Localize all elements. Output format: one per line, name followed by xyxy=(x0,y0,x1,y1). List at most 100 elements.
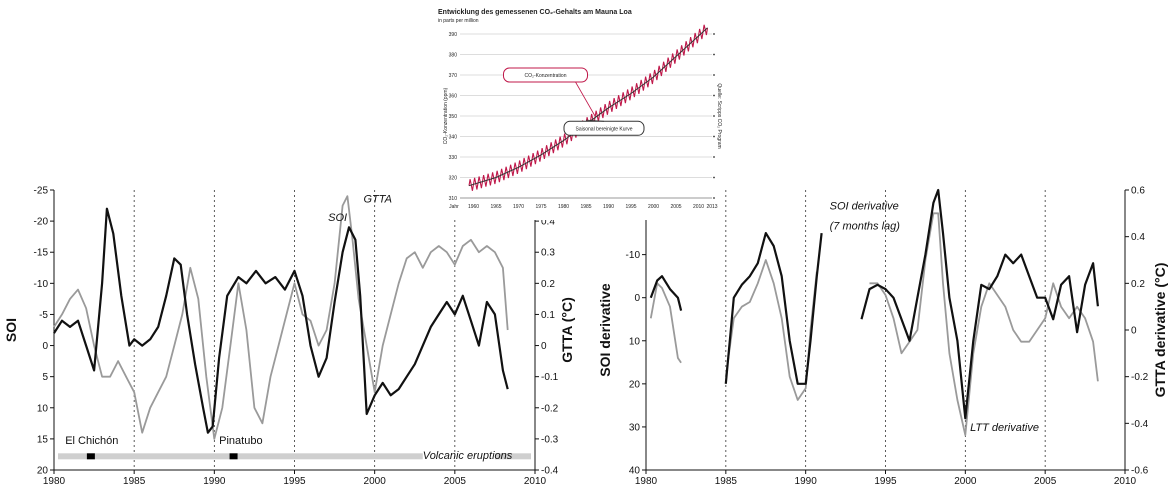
inset-right-dot xyxy=(713,156,715,158)
right-tick-label: 0.2 xyxy=(541,279,555,290)
inset-y-tick-label: 320 xyxy=(449,176,458,182)
right-tick-label: 0.4 xyxy=(541,217,555,228)
co2-inset-chart: Entwicklung des gemessenen CO₂-Gehalts a… xyxy=(430,4,722,220)
inset-y-tick-label: 370 xyxy=(449,73,458,79)
left-tick-label: -10 xyxy=(34,279,49,290)
x-tick-label: 2010 xyxy=(524,476,547,487)
right-axis-label: GTTA derivative (°C) xyxy=(1152,263,1168,398)
right-tick-label: 0.1 xyxy=(541,310,555,321)
inset-x-tick-label: 1965 xyxy=(490,204,501,210)
left-tick-label: 0 xyxy=(42,341,48,352)
inset-series-trend xyxy=(468,27,708,187)
inset-title: Entwicklung des gemessenen CO₂-Gehalts a… xyxy=(438,9,632,16)
left-tick-label: 5 xyxy=(42,372,48,383)
left-tick-label: -15 xyxy=(34,248,49,259)
left-chart: 1980 1985 1990 1995 2000 2005 2010 -25 -20 -15 -10… xyxy=(3,186,575,488)
inset-y-tick-label: 340 xyxy=(449,135,458,141)
inset-background xyxy=(430,4,720,220)
annotation: SOI derivative xyxy=(830,200,899,212)
right-tick-label: 0 xyxy=(1131,326,1137,337)
x-tick-label: 1995 xyxy=(283,476,306,487)
series-line-gtta xyxy=(53,195,509,440)
inset-x-tick-label: 2010 xyxy=(693,204,704,210)
right-tick-label: -0.2 xyxy=(1131,372,1149,383)
inset-right-dot xyxy=(713,176,715,179)
inset-y-tick-label: 330 xyxy=(449,155,458,161)
annotation: SOI xyxy=(328,212,347,224)
inset-callout-trend: Saisonal bereinigte Kurve xyxy=(576,126,633,132)
inset-right-dot xyxy=(713,33,715,35)
inset-x-tick-label: 1985 xyxy=(580,204,591,210)
right-chart: 1980198519901995200020052010-20-10010203… xyxy=(597,186,1168,488)
left-tick-label: 20 xyxy=(629,379,641,390)
inset-callout-box xyxy=(503,67,588,83)
series-line-ltt-derivative xyxy=(649,282,682,364)
x-tick-label: 2005 xyxy=(444,476,467,487)
inset-source-label: Quelle: Scripps CO₂ Program xyxy=(716,83,722,148)
annotation: (7 months lag) xyxy=(830,221,901,233)
eruption-band xyxy=(58,453,423,460)
inset-x-tick-label: 1980 xyxy=(558,204,569,210)
eruption-band xyxy=(494,453,531,460)
series-line-ltt-derivative xyxy=(724,259,818,401)
right-tick-label: -0.4 xyxy=(1131,419,1149,430)
right-tick-label: -0.1 xyxy=(541,372,559,383)
inset-x-tick-label: 1975 xyxy=(535,204,546,210)
left-tick-label: 0 xyxy=(634,293,640,304)
inset-x-tick-label: 1995 xyxy=(625,204,636,210)
right-tick-label: -0.4 xyxy=(541,466,559,477)
right-tick-label: 0.2 xyxy=(1131,279,1145,290)
annotation: LTT derivative xyxy=(970,422,1039,434)
inset-y-tick-label: 390 xyxy=(449,32,458,38)
annotation: El Chichón xyxy=(65,435,118,447)
left-tick-label: 15 xyxy=(37,434,49,445)
x-tick-label: 1990 xyxy=(203,476,226,487)
x-tick-label: 1985 xyxy=(123,476,146,487)
left-tick-label: -5 xyxy=(39,310,48,321)
inset-x-tick-label: 2005 xyxy=(670,204,681,210)
x-tick-label: 1980 xyxy=(635,476,658,487)
inset-callout-pointer xyxy=(585,119,605,122)
left-tick-label: -20 xyxy=(34,217,49,228)
inset-x-tick-label: 1990 xyxy=(603,204,614,210)
inset-y-tick-label: 380 xyxy=(449,53,458,59)
series-line-soi xyxy=(53,207,509,434)
eruption-marker xyxy=(229,453,238,460)
right-tick-label: -0.2 xyxy=(541,403,559,414)
right-tick-label: 0.4 xyxy=(1131,232,1145,243)
right-tick-label: 0.6 xyxy=(1131,186,1145,197)
inset-x-tick-label: 1960 xyxy=(468,204,479,210)
x-tick-label: 1985 xyxy=(715,476,738,487)
left-tick-label: 10 xyxy=(37,403,49,414)
right-tick-label: -0.3 xyxy=(541,434,559,445)
left-tick-label: -10 xyxy=(626,250,641,261)
inset-right-dot xyxy=(713,53,715,56)
inset-callout-co2: CO₂-Konzentration xyxy=(525,73,567,79)
inset-right-dot xyxy=(713,74,715,76)
x-tick-label: 2010 xyxy=(1114,476,1137,487)
series-line-soi-derivative xyxy=(649,275,683,311)
left-tick-label: 10 xyxy=(629,336,641,347)
left-tick-label: -25 xyxy=(34,186,49,197)
annotation: GTTA xyxy=(363,193,392,205)
inset-right-dot xyxy=(713,115,715,117)
left-axis-label: SOI xyxy=(3,318,19,342)
right-tick-label: 0.3 xyxy=(541,248,555,259)
x-tick-label: 2000 xyxy=(954,476,977,487)
x-tick-label: 2000 xyxy=(364,476,387,487)
right-tick-label: -0.6 xyxy=(1131,466,1149,477)
inset-callout-pointer xyxy=(575,81,596,117)
annotation: Volcanic eruptions xyxy=(423,450,513,462)
inset-right-dot xyxy=(713,135,715,138)
x-tick-label: 1995 xyxy=(874,476,897,487)
series-line-soi-derivative xyxy=(860,188,1099,420)
inset-x-tick-label: 2013 xyxy=(706,204,717,210)
right-tick-label: 0 xyxy=(541,341,547,352)
inset-y-label: CO₂-Konzentration (ppm) xyxy=(443,87,449,144)
inset-right-dot xyxy=(713,94,715,97)
left-tick-label: 40 xyxy=(629,466,641,477)
left-axis-label: SOI derivative xyxy=(597,283,613,377)
x-tick-label: 1990 xyxy=(795,476,818,487)
x-tick-label: 1980 xyxy=(43,476,66,487)
